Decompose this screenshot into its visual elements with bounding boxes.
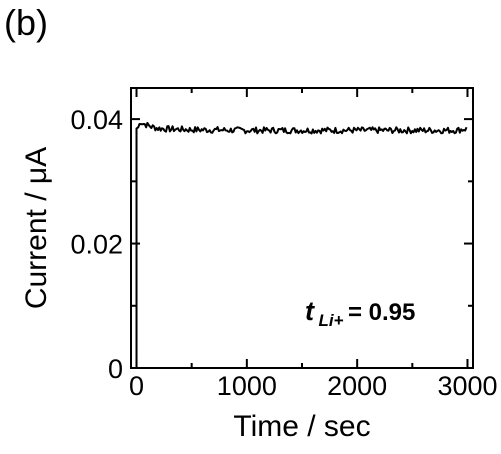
y-tick-label: 0: [108, 354, 123, 384]
x-tick-label: 2000: [327, 371, 387, 401]
annotation-symbol: t: [305, 296, 315, 326]
x-tick-label: 3000: [437, 371, 497, 401]
transference-number-annotation: t Li+ = 0.95: [305, 296, 415, 330]
tick-labels: 0 1000 2000 3000 0 0.02 0.04: [70, 105, 497, 401]
panel-label: (b): [4, 2, 48, 43]
current-series-line: [135, 121, 468, 368]
y-tick-label: 0.02: [70, 230, 123, 260]
y-axis-label: Current / μA: [20, 147, 53, 309]
x-tick-label: 1000: [217, 371, 277, 401]
annotation-value: = 0.95: [348, 299, 415, 326]
x-tick-label: 0: [129, 371, 144, 401]
annotation-subscript: Li+: [318, 311, 343, 330]
y-tick-label: 0.04: [70, 105, 123, 135]
x-axis-label: Time / sec: [233, 410, 370, 443]
